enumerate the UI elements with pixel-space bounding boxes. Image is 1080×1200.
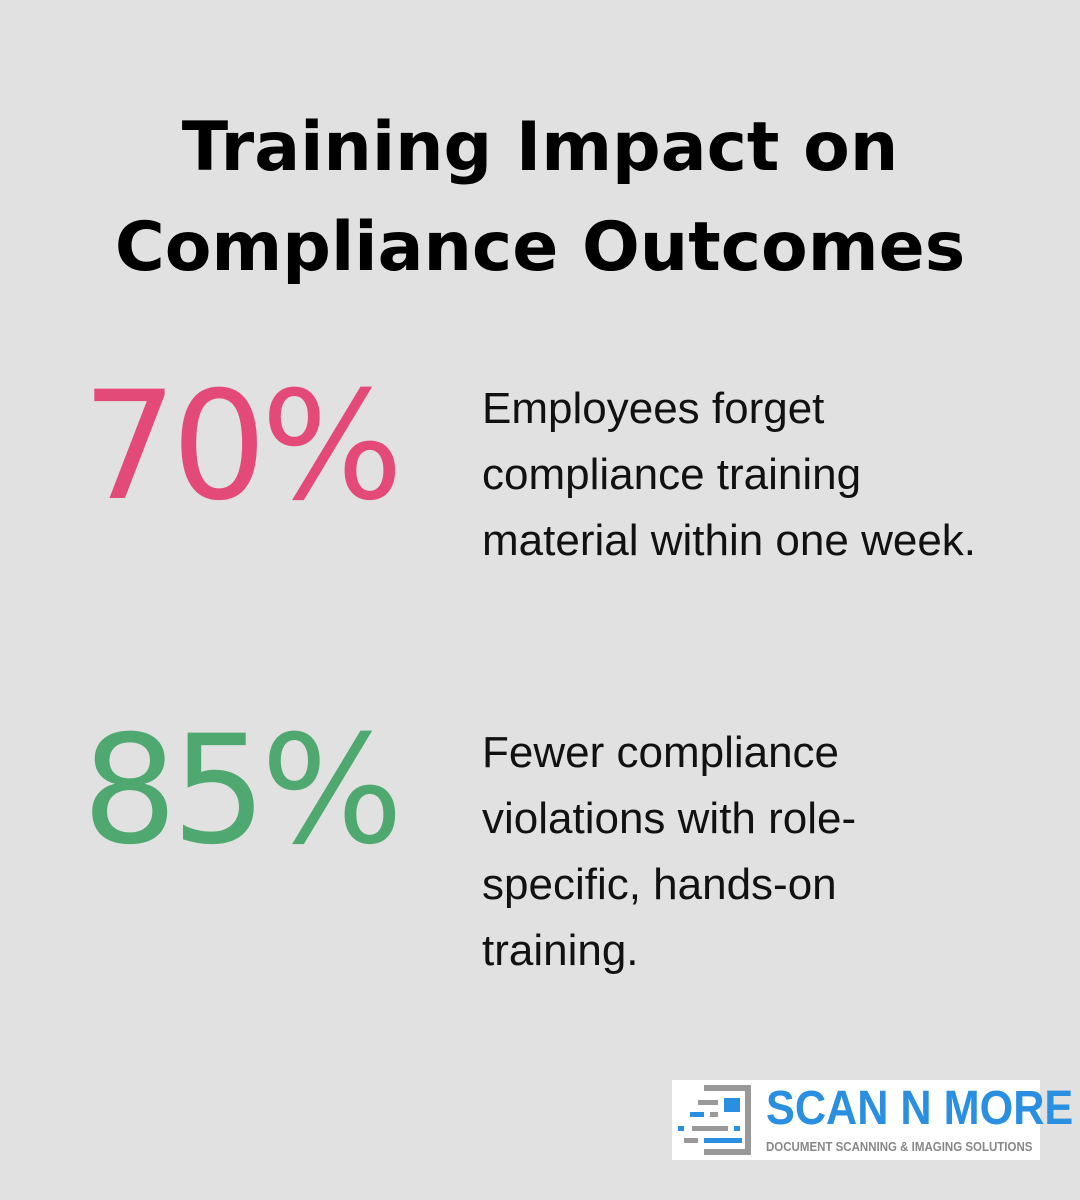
page-title: Training Impact on Compliance Outcomes xyxy=(114,108,966,287)
stat-description-2: Fewer compliance violations with role-sp… xyxy=(482,728,857,975)
scanner-icon xyxy=(678,1085,751,1155)
stat-description-1: Employees forget compliance training mat… xyxy=(482,384,977,565)
stat-value-2: 85% xyxy=(82,704,403,878)
company-logo: SCAN N MORE DOCUMENT SCANNING & IMAGING … xyxy=(672,1080,1073,1160)
stat-value-1: 70% xyxy=(82,360,403,534)
logo-tagline: DOCUMENT SCANNING & IMAGING SOLUTIONS xyxy=(766,1140,1033,1154)
logo-name: SCAN N MORE xyxy=(766,1082,1074,1135)
